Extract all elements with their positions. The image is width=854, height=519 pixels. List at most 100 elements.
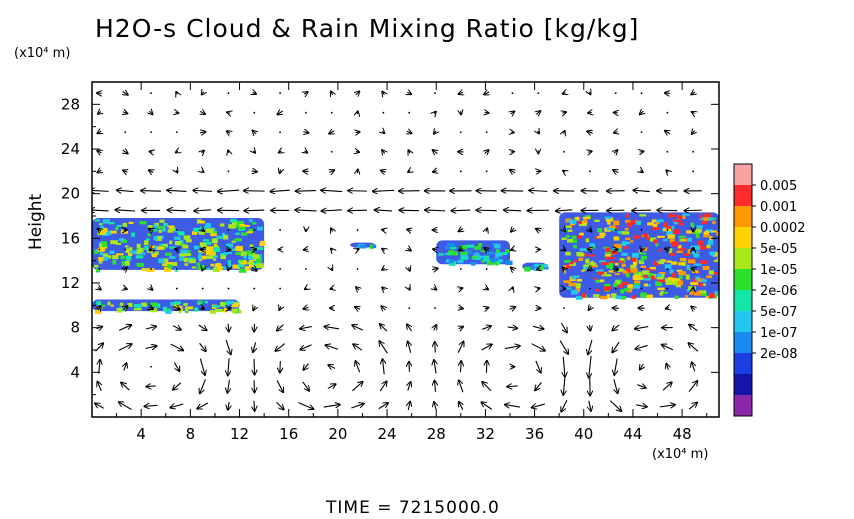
wind-dot <box>150 131 152 134</box>
cloud-cell <box>642 270 650 275</box>
wind-arrow <box>451 210 471 211</box>
cloud-cell <box>591 264 598 268</box>
cloud-cell <box>369 244 374 250</box>
cloud-cell <box>165 309 172 314</box>
cloud-cell <box>183 235 191 240</box>
wind-arrow <box>589 306 591 310</box>
cloud-cell <box>150 308 155 312</box>
cloud-cell <box>145 238 150 241</box>
cloud-cell <box>237 226 246 230</box>
cloud-cell <box>678 222 684 226</box>
cloud-cell <box>178 253 187 257</box>
colorbar-swatch <box>734 248 752 269</box>
cloud-cell <box>631 257 636 262</box>
wind-arrow <box>201 151 203 153</box>
wind-arrow <box>563 249 566 251</box>
cloud-cell <box>690 222 695 228</box>
cloud-cell <box>612 226 619 230</box>
wind-arrow <box>92 210 109 211</box>
cloud-cell <box>671 241 679 247</box>
cloud-cell <box>178 309 182 314</box>
cloud-cell <box>229 224 237 228</box>
cloud-cell <box>678 235 686 239</box>
cloud-cell <box>613 220 620 226</box>
wind-dot <box>692 150 695 153</box>
wind-arrow <box>198 324 207 330</box>
wind-arrow <box>228 150 229 153</box>
cloud-cell <box>231 240 236 243</box>
cloud-cell <box>689 290 694 295</box>
cloud-cell <box>200 244 207 248</box>
cloud-cell <box>173 303 179 307</box>
cloud-cell <box>603 286 610 291</box>
cloud-cell <box>140 252 146 255</box>
wind-arrow <box>688 403 697 410</box>
cloud-cell <box>475 256 482 260</box>
wind-dot <box>330 150 333 153</box>
cloud-cell <box>225 243 234 248</box>
cloud-cell <box>659 292 664 296</box>
wind-arrow <box>589 400 591 411</box>
wind-arrow <box>352 382 362 392</box>
cloud-cell <box>682 213 691 216</box>
wind-arrow <box>408 150 410 153</box>
cloud-cell <box>450 251 459 256</box>
wind-arrow <box>408 402 410 411</box>
wind-arrow <box>407 324 411 332</box>
cloud-cell <box>178 231 185 236</box>
cloud-cell <box>120 230 128 234</box>
cloud-cell <box>588 254 596 257</box>
cloud-cell <box>609 261 615 265</box>
cloud-cell <box>206 246 214 252</box>
cloud-cell <box>471 255 480 259</box>
cloud-cell <box>94 264 99 268</box>
x-unit-label: (x10⁴ m) <box>652 447 709 462</box>
cloud-cell <box>154 251 159 255</box>
wind-arrow <box>145 405 158 406</box>
wind-arrow <box>665 249 670 251</box>
wind-dot <box>175 287 178 290</box>
wind-arrow <box>659 405 675 407</box>
wind-arrow <box>97 151 101 153</box>
wind-arrow <box>511 268 514 271</box>
cloud-cell <box>606 226 615 231</box>
wind-arrow <box>657 210 678 211</box>
cloud-cell <box>146 268 155 273</box>
wind-arrow <box>149 249 152 251</box>
y-axis: 4 8 12 16 20 24 28 <box>61 95 719 396</box>
cloud-cell <box>169 256 176 259</box>
wind-arrow <box>121 383 130 391</box>
wind-arrow <box>563 377 565 395</box>
cloud-cell <box>693 253 700 257</box>
cloud-cell <box>167 264 173 269</box>
cloud-cell <box>235 232 240 236</box>
cloud-cell <box>215 308 223 312</box>
wind-arrow <box>459 308 463 309</box>
cloud-cell <box>607 220 611 225</box>
wind-arrow <box>225 339 231 354</box>
cloud-cell <box>205 241 212 245</box>
cloud-cell <box>657 279 666 283</box>
cloud-cell <box>656 219 664 223</box>
cloud-cell <box>150 302 158 307</box>
cloud-cell <box>95 268 100 273</box>
cloud-cell <box>210 233 217 237</box>
cloud-cell <box>698 214 703 219</box>
wind-arrow <box>614 132 618 133</box>
cloud-cell <box>99 252 104 256</box>
cloud-cell <box>231 302 239 308</box>
cloud-cell <box>576 278 583 282</box>
cloud-cell <box>573 244 577 249</box>
cloud-cell <box>219 223 225 227</box>
wind-dot <box>563 307 565 310</box>
wind-arrow <box>279 151 282 153</box>
cloud-cell <box>668 252 675 256</box>
wind-arrow <box>612 341 620 352</box>
wind-arrow <box>375 210 393 211</box>
cloud-cell <box>198 255 207 260</box>
wind-arrow <box>348 191 367 192</box>
wind-vector-field <box>92 91 702 411</box>
cloud-cell <box>120 255 126 260</box>
cloud-cell <box>99 304 106 307</box>
cloud-cell <box>108 221 115 225</box>
